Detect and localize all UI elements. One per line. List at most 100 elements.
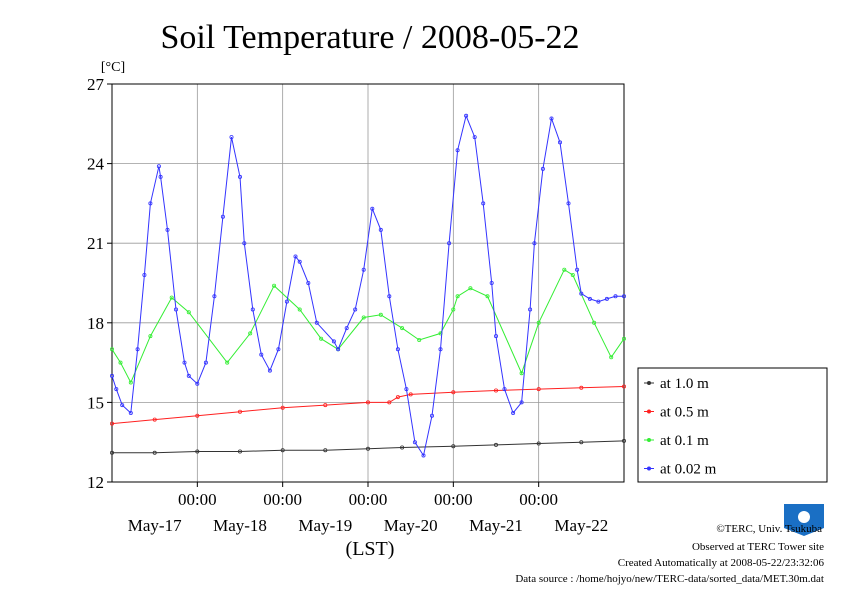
x-date-label: May-22 <box>554 516 608 535</box>
series-point <box>502 387 507 392</box>
series-point <box>549 116 554 121</box>
x-date-label: May-20 <box>384 516 438 535</box>
series-point <box>570 272 575 277</box>
series-point <box>156 164 161 169</box>
series-point <box>110 373 115 378</box>
series-point <box>387 400 392 405</box>
series-point <box>306 280 311 285</box>
x-axis-ticks: 00:00 00:00 00:00 00:00 00:00 May-17 May-18 May… <box>128 482 608 535</box>
series-point <box>489 280 494 285</box>
series-point <box>186 310 191 315</box>
series-point <box>336 347 341 352</box>
series-point <box>128 380 133 385</box>
series-point <box>220 214 225 219</box>
series-point <box>532 241 537 246</box>
series-point <box>195 381 200 386</box>
series-point <box>237 409 242 414</box>
series-point <box>395 347 400 352</box>
series-point <box>511 410 516 415</box>
series-point <box>451 444 456 449</box>
series-point <box>540 166 545 171</box>
series-point <box>148 334 153 339</box>
series-point <box>297 307 302 312</box>
y-tick-label: 24 <box>87 155 105 174</box>
series-line <box>111 386 625 425</box>
series-point <box>468 286 473 291</box>
series-point <box>237 174 242 179</box>
x-time-tick-label: 00:00 <box>519 490 558 509</box>
series-point <box>566 201 571 206</box>
series-point <box>378 312 383 317</box>
x-time-tick-label: 00:00 <box>178 490 217 509</box>
series-line <box>112 440 625 454</box>
x-time-tick-label: 00:00 <box>434 490 473 509</box>
series-point <box>158 174 163 179</box>
series-point <box>596 299 601 304</box>
series-point <box>152 417 157 422</box>
series-point <box>293 254 298 259</box>
series-point <box>455 294 460 299</box>
terc-logo <box>784 504 824 536</box>
series-point <box>128 410 133 415</box>
x-date-label: May-18 <box>213 516 267 535</box>
legend-marker <box>647 381 651 385</box>
series-point <box>404 387 409 392</box>
series-point <box>592 320 597 325</box>
series-point <box>353 307 358 312</box>
series-point <box>622 384 627 389</box>
series-point <box>575 267 580 272</box>
chart-title: Soil Temperature / 2008-05-22 <box>160 19 579 56</box>
series-point <box>613 294 618 299</box>
series-point <box>429 413 434 418</box>
credit-observed: Observed at TERC Tower site <box>692 541 824 553</box>
series-point <box>186 373 191 378</box>
series-point <box>447 241 452 246</box>
credit-created: Created Automatically at 2008-05-22/23:3… <box>618 557 825 569</box>
credit-copyright: ©TERC, Univ. Tsukuba <box>716 523 822 535</box>
series-point <box>361 315 366 320</box>
series-point <box>400 326 405 331</box>
x-axis-label: (LST) <box>346 538 395 560</box>
x-time-tick-label: 00:00 <box>349 490 388 509</box>
series-point <box>493 388 498 393</box>
series-point <box>323 403 328 408</box>
series-point <box>558 140 563 145</box>
series-point <box>395 395 400 400</box>
series-point <box>493 442 498 447</box>
series-point <box>421 453 426 458</box>
series-point <box>493 334 498 339</box>
series-point <box>169 295 174 300</box>
series-point <box>135 347 140 352</box>
series-point <box>272 283 277 288</box>
series-point <box>579 440 584 445</box>
y-tick-label: 21 <box>87 234 104 253</box>
y-axis-ticks: 12 15 18 21 24 27 <box>87 75 112 492</box>
series-line <box>111 114 624 457</box>
series-0 <box>110 438 627 455</box>
series-point <box>250 307 255 312</box>
series-point <box>579 385 584 390</box>
series-point <box>148 201 153 206</box>
series-point <box>331 339 336 344</box>
series-point <box>622 336 627 341</box>
y-tick-label: 27 <box>87 75 105 94</box>
series-point <box>604 296 609 301</box>
y-axis-unit: [°C] <box>101 60 125 75</box>
series-point <box>248 331 253 336</box>
series-point <box>173 307 178 312</box>
series-point <box>195 449 200 454</box>
legend-label: at 0.02 m <box>660 462 717 478</box>
series-point <box>267 368 272 373</box>
series-point <box>280 405 285 410</box>
y-tick-label: 15 <box>87 393 104 412</box>
series-point <box>152 450 157 455</box>
series-point <box>536 441 541 446</box>
series-point <box>182 360 187 365</box>
series-point <box>455 148 460 153</box>
series-point <box>412 440 417 445</box>
series-point <box>259 352 264 357</box>
series-1 <box>110 384 627 426</box>
series-point <box>203 360 208 365</box>
series-point <box>314 320 319 325</box>
